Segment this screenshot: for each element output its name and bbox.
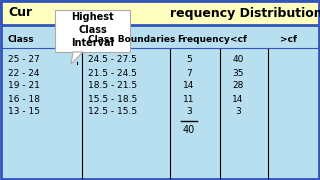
- Text: Interval: Interval: [71, 38, 114, 48]
- FancyBboxPatch shape: [1, 1, 319, 25]
- Text: 14: 14: [232, 94, 244, 103]
- Text: 40: 40: [183, 125, 195, 135]
- Text: 7: 7: [186, 69, 192, 78]
- Text: 13 - 15: 13 - 15: [8, 107, 40, 116]
- Text: 24.5 - 27.5: 24.5 - 27.5: [88, 55, 137, 64]
- FancyBboxPatch shape: [55, 10, 130, 52]
- Polygon shape: [71, 52, 83, 64]
- Text: 22 - 24: 22 - 24: [8, 69, 39, 78]
- Text: 14: 14: [183, 82, 195, 91]
- Text: 19 - 21: 19 - 21: [8, 82, 40, 91]
- Text: 12.5 - 15.5: 12.5 - 15.5: [88, 107, 137, 116]
- Text: requency Distribution: requency Distribution: [170, 6, 320, 19]
- Text: 28: 28: [232, 82, 244, 91]
- Text: 21.5 - 24.5: 21.5 - 24.5: [88, 69, 137, 78]
- Text: Class: Class: [8, 35, 35, 44]
- Text: 16 - 18: 16 - 18: [8, 94, 40, 103]
- Text: 5: 5: [186, 55, 192, 64]
- Text: 15.5 - 18.5: 15.5 - 18.5: [88, 94, 137, 103]
- Text: 3: 3: [235, 107, 241, 116]
- Text: 11: 11: [183, 94, 195, 103]
- Text: 40: 40: [232, 55, 244, 64]
- Text: Frequency: Frequency: [177, 35, 230, 44]
- Text: Class Boundaries: Class Boundaries: [88, 35, 175, 44]
- Text: 25 - 27: 25 - 27: [8, 55, 40, 64]
- Text: Cur: Cur: [8, 6, 32, 19]
- Text: 3: 3: [186, 107, 192, 116]
- Text: 35: 35: [232, 69, 244, 78]
- Text: Highest: Highest: [71, 12, 114, 22]
- Text: <cf: <cf: [230, 35, 247, 44]
- Text: >cf: >cf: [280, 35, 297, 44]
- Text: 18.5 - 21.5: 18.5 - 21.5: [88, 82, 137, 91]
- Text: Class: Class: [78, 25, 107, 35]
